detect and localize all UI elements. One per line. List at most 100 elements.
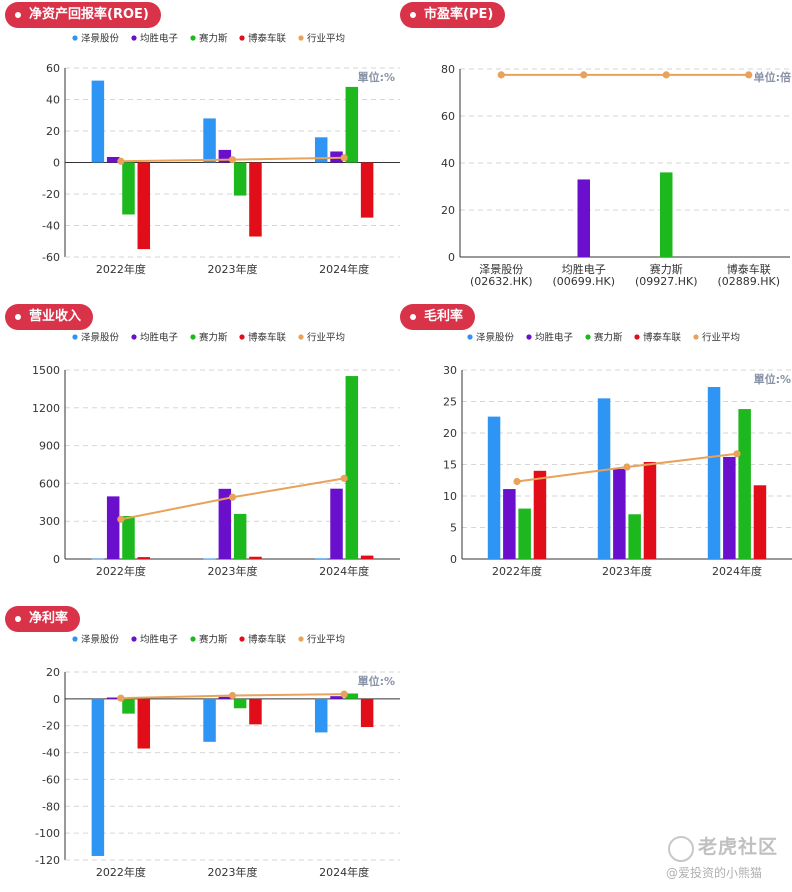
y-tick-label-1: -40	[42, 220, 60, 233]
y-tick-label-6: 30	[443, 364, 457, 377]
bar-revenue-s1-c1	[218, 488, 232, 559]
unit-label-gross: 單位:%	[754, 372, 791, 386]
legend-marker-3	[634, 334, 640, 340]
x-tick-label-3-line1: (02889.HK)	[717, 275, 780, 288]
legend-marker-2	[585, 334, 591, 340]
y-tick-label-0: 0	[53, 553, 60, 566]
legend-label-0: 泽景股份	[476, 332, 515, 344]
bar-roe-s0-c1	[203, 118, 216, 163]
bar-revenue-s3-c1	[249, 556, 262, 559]
chart-gross: 泽景股份 均胜电子 赛力斯 博泰车联 行业平均 0 5 10 15 20 25 30 2022年度 202…	[443, 332, 792, 578]
y-tick-label-5: -20	[42, 720, 60, 733]
legend-marker-1	[131, 35, 137, 41]
y-tick-label-4: 80	[441, 63, 455, 76]
bar-revenue-s2-c0	[122, 516, 135, 559]
y-tick-label-0: -60	[42, 251, 60, 264]
y-tick-label-0: -120	[35, 854, 60, 867]
bar-gross-s0-c0	[487, 416, 501, 559]
y-tick-label-4: 20	[443, 427, 457, 440]
y-tick-label-1: 300	[39, 515, 60, 528]
legend-marker-2	[190, 334, 196, 340]
y-tick-label-5: 40	[46, 94, 60, 107]
x-tick-label-1-line1: (00699.HK)	[552, 275, 615, 288]
panel-roe: 净资产回报率(ROE) 泽景股份 均胜电子 赛力斯 博泰车联 行业平均 -60 -40 -20…	[5, 2, 400, 298]
bar-roe-s2-c2	[345, 86, 359, 163]
x-tick-label-0-line1: (02632.HK)	[470, 275, 533, 288]
bar-gross-s1-c2	[723, 456, 736, 559]
panel-revenue: 营业收入 泽景股份 均胜电子 赛力斯 博泰车联 行业平均 0 300 600 900 1200 15…	[5, 304, 400, 600]
bar-pe-c1	[577, 179, 590, 257]
legend-label-2: 赛力斯	[594, 332, 623, 344]
avg-point-pe-1	[580, 71, 588, 79]
y-tick-label-2: -20	[42, 188, 60, 201]
legend-label-1: 均胜电子	[140, 332, 179, 344]
y-tick-label-5: 25	[443, 396, 457, 409]
watermark-user: @爱投资的小熊猫	[666, 866, 763, 880]
avg-point-gross-1	[623, 463, 631, 471]
legend-label-3: 博泰车联	[248, 634, 287, 646]
bar-net-s0-c1	[203, 698, 216, 742]
unit-label-pe: 单位:倍	[754, 70, 791, 84]
bar-net-s1-c2	[330, 696, 343, 699]
bar-gross-s3-c0	[533, 470, 547, 559]
legend-label-3: 博泰车联	[643, 332, 682, 344]
legend-marker-4	[298, 636, 304, 642]
x-tick-label-1: 均胜电子	[562, 262, 606, 276]
legend-marker-3	[239, 35, 245, 41]
legend-label-1: 均胜电子	[535, 332, 574, 344]
legend-label-4: 行业平均	[307, 634, 345, 646]
x-tick-label-1: 2023年度	[208, 262, 258, 276]
legend-marker-2	[190, 35, 196, 41]
y-tick-label-0: 0	[450, 553, 457, 566]
bar-pe-c2	[660, 172, 673, 257]
legend-marker-1	[131, 334, 137, 340]
chart-title-net: 净利率	[5, 606, 81, 632]
legend-marker-0	[467, 334, 473, 340]
bar-net-s3-c2	[360, 698, 374, 728]
chart-title-roe: 净资产回报率(ROE)	[5, 2, 161, 28]
bar-roe-s0-c0	[91, 80, 105, 163]
chart-net: 泽景股份 均胜电子 赛力斯 博泰车联 行业平均 -120 -100 -80 -60 -40 -20 0…	[35, 634, 400, 879]
chart-title-pe: 市盈率(PE)	[400, 2, 506, 28]
legend-marker-3	[239, 636, 245, 642]
y-tick-label-3: 15	[443, 459, 457, 472]
bar-gross-s1-c0	[503, 489, 516, 559]
legend-label-4: 行业平均	[307, 332, 345, 344]
bar-gross-s2-c1	[628, 514, 641, 559]
legend-label-4: 行业平均	[307, 33, 345, 45]
bar-gross-s2-c0	[518, 508, 531, 559]
avg-point-net-2	[340, 690, 348, 698]
watermark: 老虎社区 @爱投资的小熊猫	[660, 830, 790, 888]
y-tick-label-3: 60	[441, 110, 455, 123]
x-tick-label-0: 2022年度	[492, 564, 542, 578]
y-tick-label-6: 0	[53, 693, 60, 706]
x-tick-label-2-line1: (09927.HK)	[635, 275, 698, 288]
bar-roe-s3-c0	[137, 162, 151, 250]
bar-net-s3-c1	[249, 698, 262, 725]
x-tick-label-2: 2024年度	[319, 564, 369, 578]
avg-point-revenue-0	[117, 515, 125, 523]
bar-gross-s3-c2	[753, 485, 767, 559]
legend-marker-4	[298, 334, 304, 340]
bar-roe-s3-c1	[249, 162, 262, 237]
panel-gross: 毛利率 泽景股份 均胜电子 赛力斯 博泰车联 行业平均 0 5 10 15 20 25 30 2022年…	[400, 304, 792, 600]
avg-point-net-0	[117, 694, 125, 702]
y-tick-label-2: -80	[42, 800, 60, 813]
y-tick-label-1: 5	[450, 522, 457, 535]
bar-revenue-s0-c1	[203, 558, 216, 560]
x-tick-label-1: 2023年度	[208, 865, 258, 879]
chart-pe: 0 20 40 60 80 泽景股份(02632.HK) 均胜电子(00699.HK) 赛力斯…	[441, 63, 791, 288]
legend-label-2: 赛力斯	[199, 33, 228, 45]
legend-marker-2	[190, 636, 196, 642]
bar-revenue-s3-c0	[137, 557, 151, 559]
bar-revenue-s0-c0	[91, 558, 105, 560]
bar-revenue-s2-c2	[345, 376, 359, 559]
y-tick-label-3: -60	[42, 773, 60, 786]
x-tick-label-0: 2022年度	[96, 865, 146, 879]
legend-marker-0	[72, 636, 78, 642]
bar-roe-s2-c1	[233, 162, 247, 196]
bar-revenue-s2-c1	[233, 513, 247, 559]
x-tick-label-2: 2024年度	[319, 262, 369, 276]
legend-label-3: 博泰车联	[248, 33, 287, 45]
legend-label-2: 赛力斯	[199, 634, 228, 646]
